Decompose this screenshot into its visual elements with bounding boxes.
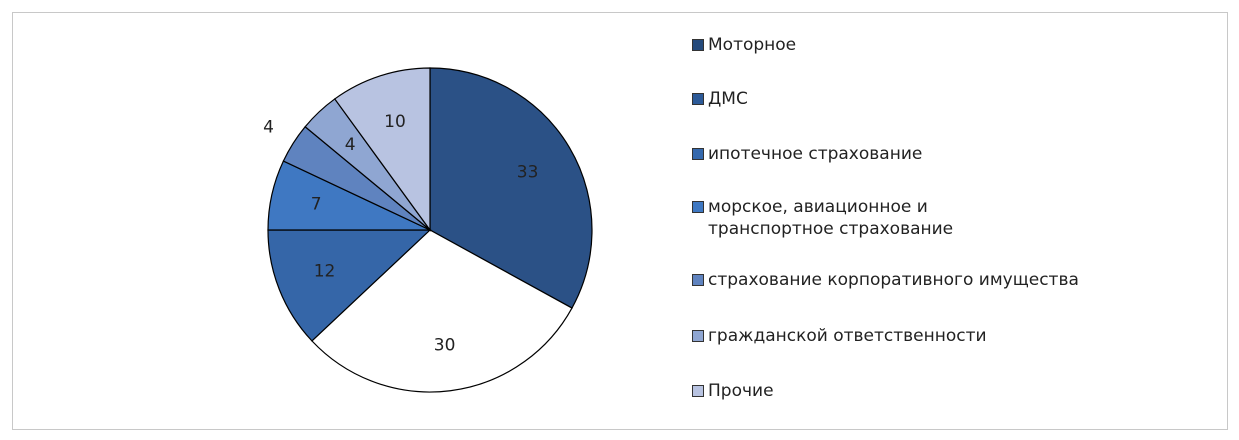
legend-label: ДМС — [708, 89, 748, 109]
legend-swatch — [692, 93, 704, 105]
pie-slice — [429, 67, 593, 309]
legend-swatch — [692, 330, 704, 342]
legend-swatch — [692, 148, 704, 160]
legend-label: ипотечное страхование — [708, 144, 923, 164]
slice-label: 7 — [311, 195, 322, 215]
legend-swatch — [692, 39, 704, 51]
legend-item: гражданской ответственности — [692, 325, 1192, 347]
slice-label: 4 — [345, 135, 356, 155]
legend-swatch — [692, 385, 704, 397]
legend-item: ипотечное страхование — [692, 143, 1092, 165]
legend-item: ДМС — [692, 88, 1092, 110]
legend-item: страхование корпоративного имущества — [692, 269, 1192, 291]
legend-item: Моторное — [692, 34, 1092, 56]
slice-label: 30 — [434, 336, 456, 356]
legend-label: Моторное — [708, 35, 797, 55]
legend-item: Прочие — [692, 380, 1092, 402]
pie-slice — [311, 229, 573, 393]
slice-label: 4 — [263, 118, 274, 138]
legend-label: Прочие — [708, 381, 774, 401]
slice-label: 33 — [517, 162, 539, 182]
legend-item: морское, авиационное и транспортное стра… — [692, 196, 1032, 240]
legend-swatch — [692, 274, 704, 286]
chart-frame — [12, 12, 1228, 430]
pie-slice — [267, 229, 432, 342]
pie-slice — [333, 67, 431, 232]
slice-label: 10 — [384, 112, 406, 132]
legend-label: морское, авиационное и транспортное стра… — [708, 197, 954, 239]
slice-label: 12 — [314, 262, 336, 282]
legend-swatch — [692, 201, 704, 213]
legend-label: страхование корпоративного имущества — [708, 270, 1079, 290]
legend-label: гражданской ответственности — [708, 326, 987, 346]
